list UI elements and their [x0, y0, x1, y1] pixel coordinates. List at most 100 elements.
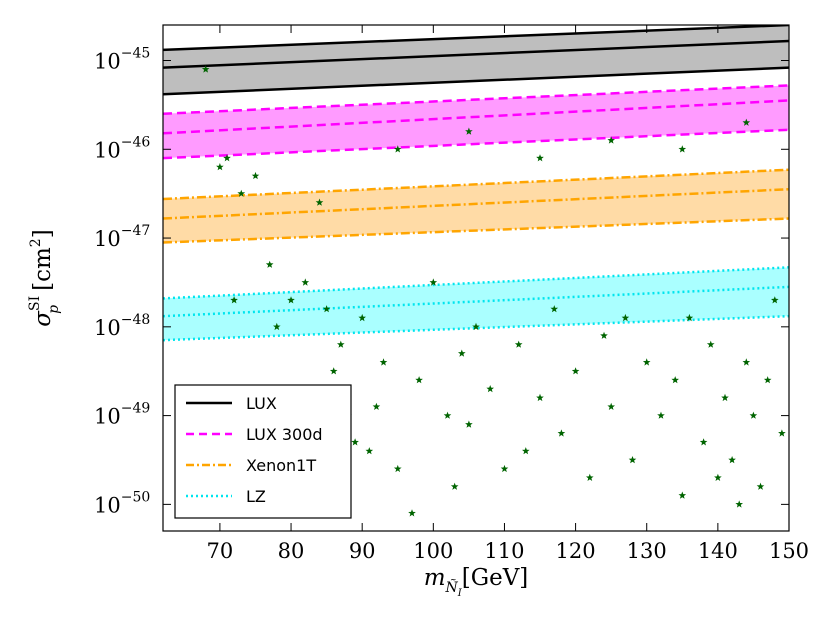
scatter-point: [657, 411, 665, 419]
band-fill-xenon1t: [163, 169, 789, 243]
scatter-point: [472, 322, 480, 331]
x-label-sub-n: Ñ: [445, 578, 459, 596]
band-line-lux-300d-center: [163, 99, 789, 135]
scatter-point: [429, 278, 438, 286]
scatter-point: [685, 313, 694, 322]
scatter-point: [600, 331, 608, 339]
y-label-sup: SI: [27, 296, 43, 311]
scatter-point: [728, 456, 736, 464]
band-line-lux-center: [163, 39, 789, 69]
scatter-point: [365, 447, 374, 455]
scatter-point: [607, 402, 615, 410]
x-tick-label: 130: [627, 539, 667, 563]
scatter-point: [322, 305, 331, 313]
scatter-point: [678, 145, 687, 153]
x-tick-label: 150: [769, 539, 809, 563]
scatter-point: [642, 358, 651, 366]
scatter-point: [393, 464, 402, 473]
scatter-point: [465, 127, 473, 135]
scatter-point: [358, 313, 366, 322]
scatter-point: [714, 473, 722, 481]
plot-frame: [162, 24, 790, 532]
scatter-point: [237, 189, 246, 197]
scatter-point: [742, 358, 751, 366]
scatter-point: [742, 118, 751, 126]
scatter-point: [607, 136, 615, 144]
scatter-point: [735, 500, 743, 508]
scatter-point: [721, 393, 729, 402]
scatter-point: [337, 340, 345, 348]
scatter-point: [706, 340, 715, 348]
scatter-point: [301, 278, 310, 286]
scatter-point: [621, 313, 630, 322]
y-label-unit-close: ]: [30, 229, 56, 238]
scatter-point: [458, 349, 466, 357]
y-tick-label: 10−50: [94, 489, 150, 517]
band-line-lux-lower: [163, 66, 789, 96]
scatter-point: [216, 163, 224, 171]
axis-ticks: 70 80 90 100 110 120 130 140 150 10−45 10−46 10−47 1…: [94, 25, 809, 563]
legend-label-lux: LUX: [246, 394, 277, 413]
scatter-point: [443, 411, 452, 419]
y-tick-label: 10−46: [94, 134, 150, 162]
exclusion-bands: [163, 25, 789, 342]
y-label-sub: p: [46, 305, 62, 314]
legend-label-lux-300d: LUX 300d: [246, 425, 323, 444]
y-tick-label: 10−49: [94, 401, 150, 429]
x-axis-label: mÑI[GeV]: [424, 565, 529, 599]
scatter-point: [671, 376, 679, 384]
scatter-point: [522, 447, 530, 455]
scatter-point: [450, 482, 459, 490]
x-tick-label: 80: [278, 539, 305, 563]
scatter-point: [265, 260, 274, 268]
y-label-unit-sup: 2: [28, 238, 44, 247]
scatter-point: [536, 154, 544, 162]
band-line-xenon1t-lower: [163, 217, 789, 244]
scatter-point: [230, 296, 238, 304]
y-tick-label: 10−48: [94, 312, 150, 340]
x-tick-label: 140: [698, 539, 738, 563]
x-label-sub-i: I: [457, 588, 463, 599]
legend-label-xenon1t: Xenon1T: [246, 456, 316, 475]
scatter-point: [778, 429, 786, 437]
scatter-point: [756, 482, 765, 490]
scatter-point: [514, 340, 523, 348]
scatter-point: [329, 367, 338, 375]
scatter-point: [201, 65, 210, 73]
scatter-point: [571, 367, 580, 375]
scatter-point: [678, 491, 687, 499]
band-line-xenon1t-upper: [163, 168, 789, 201]
scatter-point: [763, 376, 772, 384]
scatter-point: [550, 305, 559, 313]
scatter-point: [379, 358, 388, 366]
legend: LUX LUX 300d Xenon1T LZ: [174, 384, 352, 519]
x-tick-label: 120: [556, 539, 596, 563]
x-label-m: m: [424, 565, 446, 591]
scatter-point: [749, 411, 758, 419]
band-line-lux-upper: [163, 25, 789, 52]
scatter-point: [628, 456, 637, 464]
band-fill-lux-300d: [163, 85, 789, 159]
x-tick-label: 100: [413, 539, 453, 563]
legend-label-lz: LZ: [246, 487, 266, 506]
scatter-point: [465, 420, 473, 428]
x-tick-label: 110: [484, 539, 524, 563]
band-line-lux-300d-lower: [163, 128, 789, 160]
y-label-sigma: σ: [30, 310, 56, 327]
scatter-point: [699, 438, 708, 446]
scatter-point: [251, 171, 260, 180]
scatter-point: [408, 509, 416, 517]
y-axis-label: σSI p [cm2]: [27, 229, 62, 326]
scatter-point: [393, 145, 402, 153]
y-tick-label: 10−45: [94, 46, 150, 74]
x-tick-label: 70: [207, 539, 234, 563]
scatter-point: [287, 296, 295, 304]
band-fill-lz: [163, 267, 789, 341]
y-tick-label: 10−47: [94, 223, 150, 251]
band-line-lux-300d-upper: [163, 84, 789, 116]
band-fill-lux: [163, 25, 789, 95]
scatter-point: [536, 393, 544, 402]
scatter-point: [273, 322, 281, 331]
scatter-point: [223, 154, 231, 162]
